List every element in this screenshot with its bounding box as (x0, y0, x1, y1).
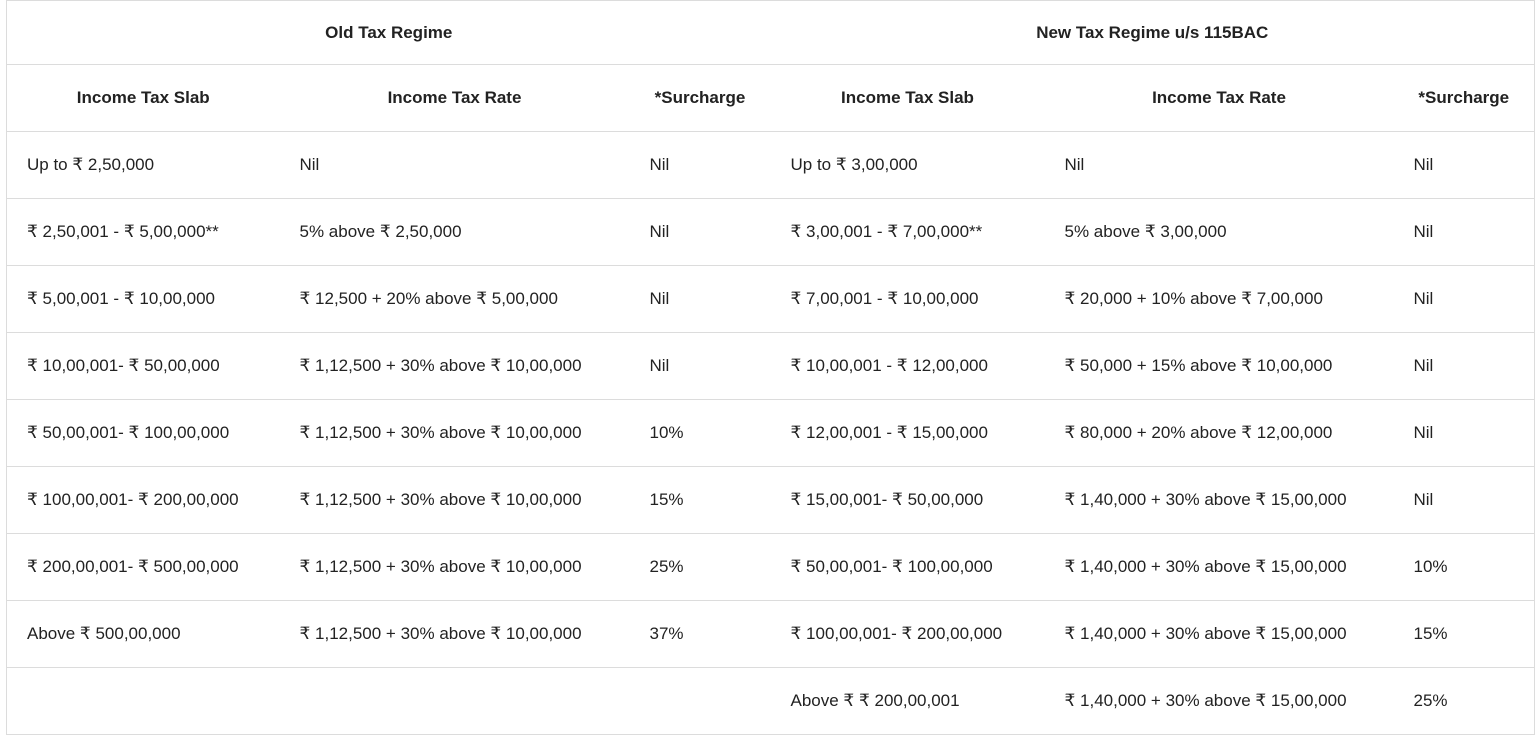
new-slab-cell: Up to ₹ 3,00,000 (770, 131, 1045, 199)
old-surcharge-cell: 25% (629, 533, 771, 601)
table-row: ₹ 10,00,001- ₹ 50,00,000 ₹ 1,12,500 + 30… (6, 332, 1536, 400)
old-rate-cell: Nil (279, 131, 630, 199)
old-slab-cell: ₹ 200,00,001- ₹ 500,00,000 (6, 533, 280, 601)
new-surcharge-cell: Nil (1393, 131, 1536, 199)
table-row: ₹ 100,00,001- ₹ 200,00,000 ₹ 1,12,500 + … (6, 466, 1536, 534)
new-surcharge-cell: Nil (1393, 399, 1536, 467)
old-surcharge-cell: 10% (629, 399, 771, 467)
new-rate-cell: ₹ 1,40,000 + 30% above ₹ 15,00,000 (1044, 466, 1394, 534)
old-rate-cell: ₹ 12,500 + 20% above ₹ 5,00,000 (279, 265, 630, 333)
old-slab-cell: ₹ 10,00,001- ₹ 50,00,000 (6, 332, 280, 400)
new-slab-cell: Above ₹ ₹ 200,00,001 (770, 667, 1045, 735)
old-rate-cell: ₹ 1,12,500 + 30% above ₹ 10,00,000 (279, 600, 630, 668)
old-slab-column-header: Income Tax Slab (6, 64, 280, 132)
new-rate-cell: ₹ 50,000 + 15% above ₹ 10,00,000 (1044, 332, 1394, 400)
old-regime-header: Old Tax Regime (6, 0, 771, 65)
new-slab-cell: ₹ 12,00,001 - ₹ 15,00,000 (770, 399, 1045, 467)
table-row: Up to ₹ 2,50,000 Nil Nil Up to ₹ 3,00,00… (6, 131, 1536, 199)
new-surcharge-cell: 25% (1393, 667, 1536, 735)
old-surcharge-column-header: *Surcharge (629, 64, 771, 132)
old-rate-cell: 5% above ₹ 2,50,000 (279, 198, 630, 266)
new-surcharge-cell: Nil (1393, 198, 1536, 266)
table-row: ₹ 50,00,001- ₹ 100,00,000 ₹ 1,12,500 + 3… (6, 399, 1536, 467)
new-regime-header: New Tax Regime u/s 115BAC (770, 0, 1536, 65)
new-slab-cell: ₹ 10,00,001 - ₹ 12,00,000 (770, 332, 1045, 400)
new-surcharge-cell: Nil (1393, 466, 1536, 534)
tax-slab-table: Old Tax Regime New Tax Regime u/s 115BAC… (6, 0, 1536, 735)
new-surcharge-column-header: *Surcharge (1393, 64, 1536, 132)
new-rate-cell: ₹ 1,40,000 + 30% above ₹ 15,00,000 (1044, 667, 1394, 735)
old-slab-cell: ₹ 5,00,001 - ₹ 10,00,000 (6, 265, 280, 333)
old-surcharge-cell: Nil (629, 265, 771, 333)
old-rate-cell (279, 667, 630, 735)
column-header-row: Income Tax Slab Income Tax Rate *Surchar… (6, 64, 1536, 132)
old-rate-cell: ₹ 1,12,500 + 30% above ₹ 10,00,000 (279, 399, 630, 467)
new-rate-cell: ₹ 1,40,000 + 30% above ₹ 15,00,000 (1044, 533, 1394, 601)
table-row: ₹ 2,50,001 - ₹ 5,00,000** 5% above ₹ 2,5… (6, 198, 1536, 266)
new-slab-cell: ₹ 15,00,001- ₹ 50,00,000 (770, 466, 1045, 534)
table-row: Above ₹ ₹ 200,00,001 ₹ 1,40,000 + 30% ab… (6, 667, 1536, 735)
old-slab-cell: Above ₹ 500,00,000 (6, 600, 280, 668)
new-rate-column-header: Income Tax Rate (1044, 64, 1394, 132)
new-slab-cell: ₹ 3,00,001 - ₹ 7,00,000** (770, 198, 1045, 266)
new-surcharge-cell: Nil (1393, 332, 1536, 400)
old-surcharge-cell: 37% (629, 600, 771, 668)
old-slab-cell: Up to ₹ 2,50,000 (6, 131, 280, 199)
old-surcharge-cell (629, 667, 771, 735)
old-surcharge-cell: 15% (629, 466, 771, 534)
new-surcharge-cell: 15% (1393, 600, 1536, 668)
new-surcharge-cell: 10% (1393, 533, 1536, 601)
old-slab-cell: ₹ 50,00,001- ₹ 100,00,000 (6, 399, 280, 467)
old-slab-cell (6, 667, 280, 735)
old-rate-column-header: Income Tax Rate (279, 64, 630, 132)
new-slab-cell: ₹ 7,00,001 - ₹ 10,00,000 (770, 265, 1045, 333)
old-rate-cell: ₹ 1,12,500 + 30% above ₹ 10,00,000 (279, 332, 630, 400)
new-slab-cell: ₹ 100,00,001- ₹ 200,00,000 (770, 600, 1045, 668)
new-surcharge-cell: Nil (1393, 265, 1536, 333)
new-rate-cell: ₹ 20,000 + 10% above ₹ 7,00,000 (1044, 265, 1394, 333)
new-slab-column-header: Income Tax Slab (770, 64, 1045, 132)
table-row: ₹ 5,00,001 - ₹ 10,00,000 ₹ 12,500 + 20% … (6, 265, 1536, 333)
new-rate-cell: Nil (1044, 131, 1394, 199)
new-rate-cell: ₹ 80,000 + 20% above ₹ 12,00,000 (1044, 399, 1394, 467)
table-row: ₹ 200,00,001- ₹ 500,00,000 ₹ 1,12,500 + … (6, 533, 1536, 601)
regime-header-row: Old Tax Regime New Tax Regime u/s 115BAC (6, 0, 1536, 65)
old-slab-cell: ₹ 2,50,001 - ₹ 5,00,000** (6, 198, 280, 266)
old-rate-cell: ₹ 1,12,500 + 30% above ₹ 10,00,000 (279, 466, 630, 534)
old-rate-cell: ₹ 1,12,500 + 30% above ₹ 10,00,000 (279, 533, 630, 601)
new-rate-cell: ₹ 1,40,000 + 30% above ₹ 15,00,000 (1044, 600, 1394, 668)
new-rate-cell: 5% above ₹ 3,00,000 (1044, 198, 1394, 266)
table-row: Above ₹ 500,00,000 ₹ 1,12,500 + 30% abov… (6, 600, 1536, 668)
old-surcharge-cell: Nil (629, 198, 771, 266)
old-surcharge-cell: Nil (629, 332, 771, 400)
old-surcharge-cell: Nil (629, 131, 771, 199)
new-slab-cell: ₹ 50,00,001- ₹ 100,00,000 (770, 533, 1045, 601)
old-slab-cell: ₹ 100,00,001- ₹ 200,00,000 (6, 466, 280, 534)
